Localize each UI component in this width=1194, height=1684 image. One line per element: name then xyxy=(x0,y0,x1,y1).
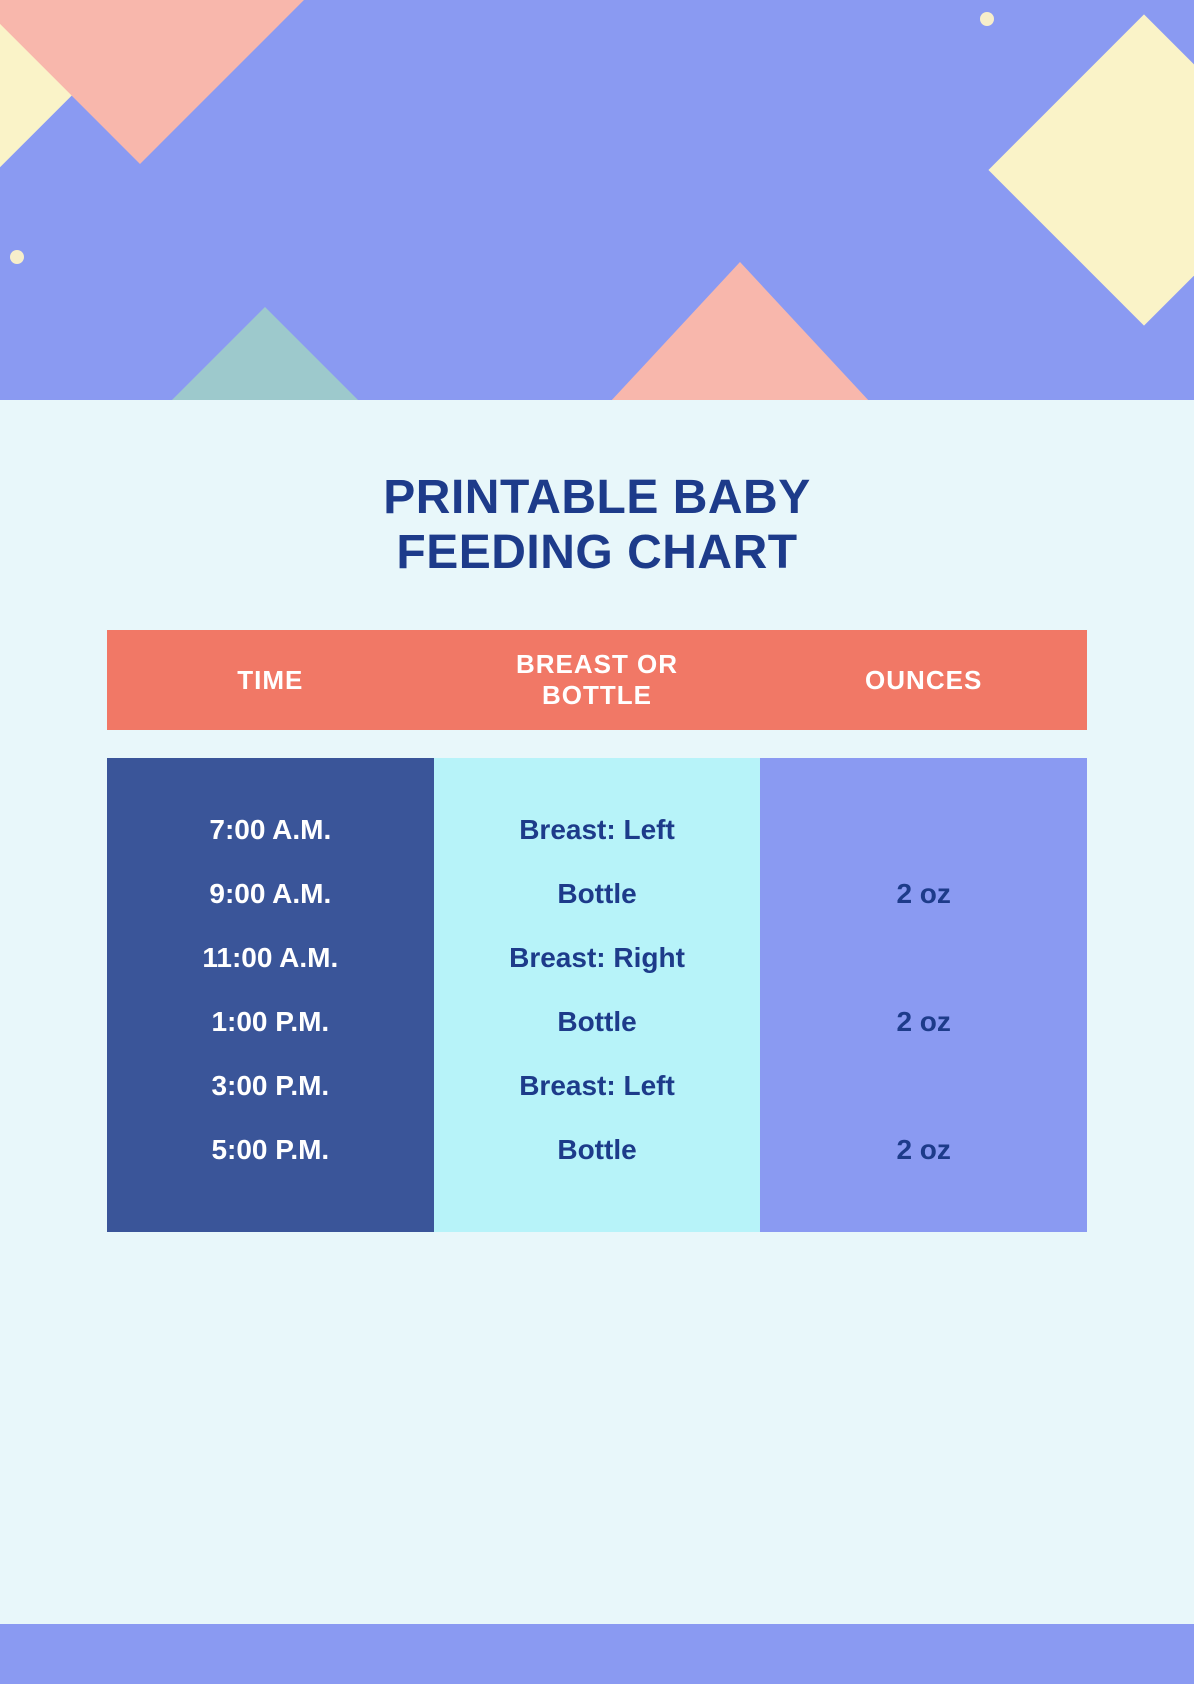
decor-pink-triangle xyxy=(610,262,870,400)
cell-ounces: 2 oz xyxy=(760,1118,1087,1182)
cell-method: Bottle xyxy=(434,990,761,1054)
col-method: Breast: LeftBottleBreast: RightBottleBre… xyxy=(434,758,761,1232)
col-ounces: 2 oz 2 oz 2 oz xyxy=(760,758,1087,1232)
cell-ounces: 2 oz xyxy=(760,862,1087,926)
footer-band xyxy=(0,1624,1194,1684)
feeding-table: TIME BREAST OR BOTTLE OUNCES 7:00 A.M.9:… xyxy=(107,630,1087,1232)
title-line1: PRINTABLE BABY xyxy=(383,471,810,524)
cell-method: Breast: Right xyxy=(434,926,761,990)
decor-dots-top-right xyxy=(980,12,1154,90)
cell-method: Bottle xyxy=(434,862,761,926)
page-title: PRINTABLE BABY FEEDING CHART xyxy=(0,470,1194,580)
cell-time: 5:00 P.M. xyxy=(107,1118,434,1182)
col-header-method-line1: BREAST OR xyxy=(516,649,678,679)
decor-dot xyxy=(10,250,24,264)
cell-ounces xyxy=(760,926,1087,990)
cell-time: 3:00 P.M. xyxy=(107,1054,434,1118)
cell-ounces: 2 oz xyxy=(760,990,1087,1054)
cell-time: 11:00 A.M. xyxy=(107,926,434,990)
col-header-ounces: OUNCES xyxy=(760,665,1087,696)
cell-ounces xyxy=(760,1054,1087,1118)
cell-time: 1:00 P.M. xyxy=(107,990,434,1054)
decor-teal-triangle xyxy=(170,307,360,400)
cell-time: 9:00 A.M. xyxy=(107,862,434,926)
cell-method: Breast: Left xyxy=(434,1054,761,1118)
col-time: 7:00 A.M.9:00 A.M.11:00 A.M.1:00 P.M.3:0… xyxy=(107,758,434,1232)
col-header-method: BREAST OR BOTTLE xyxy=(434,649,761,711)
cell-method: Bottle xyxy=(434,1118,761,1182)
col-header-time: TIME xyxy=(107,665,434,696)
col-header-method-line2: BOTTLE xyxy=(542,680,652,710)
header-band xyxy=(0,0,1194,400)
decor-dots-left xyxy=(10,250,152,360)
table-header-row: TIME BREAST OR BOTTLE OUNCES xyxy=(107,630,1087,730)
cell-time: 7:00 A.M. xyxy=(107,798,434,862)
cell-method: Breast: Left xyxy=(434,798,761,862)
decor-dot xyxy=(980,12,994,26)
content-area: PRINTABLE BABY FEEDING CHART TIME BREAST… xyxy=(0,400,1194,1232)
title-line2: FEEDING CHART xyxy=(396,526,797,579)
cell-ounces xyxy=(760,798,1087,862)
table-body: 7:00 A.M.9:00 A.M.11:00 A.M.1:00 P.M.3:0… xyxy=(107,758,1087,1232)
